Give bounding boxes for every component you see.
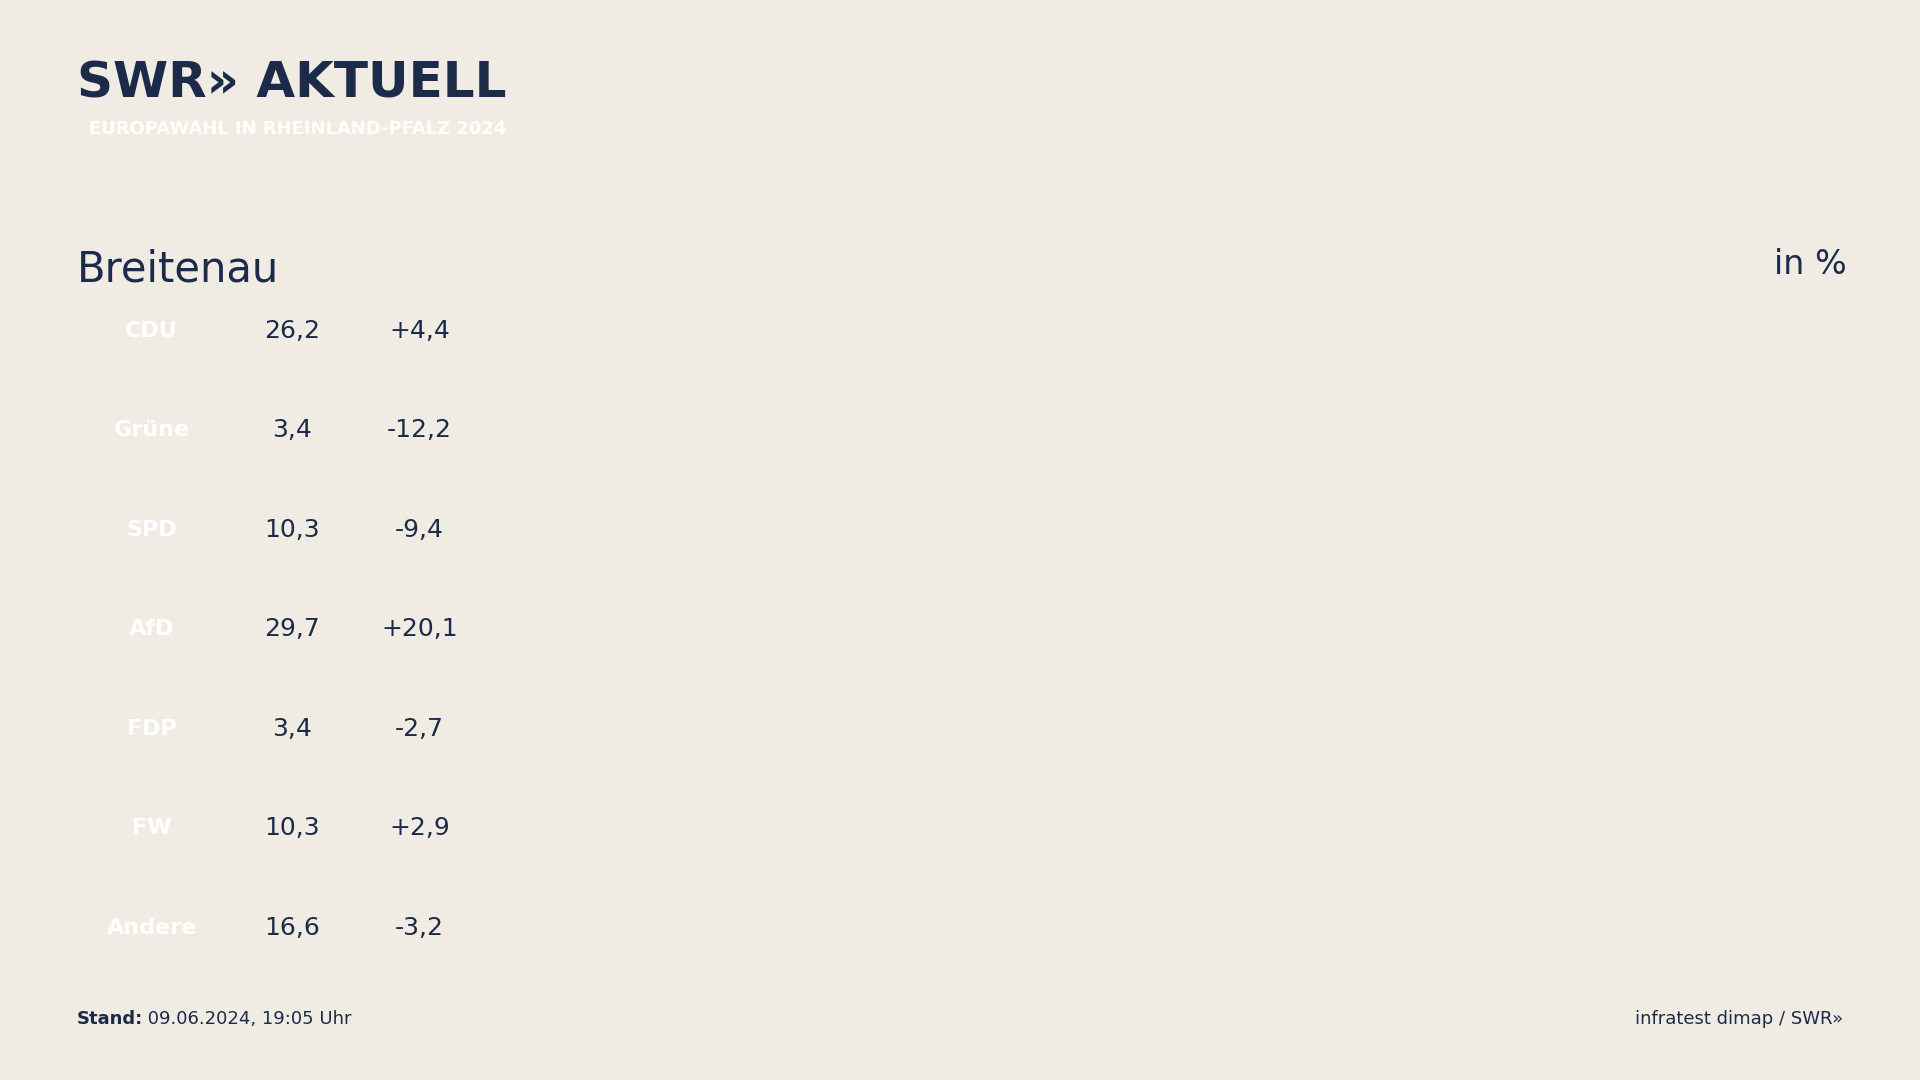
Text: AfD: AfD [129, 619, 175, 639]
Text: 29,7: 29,7 [263, 617, 321, 642]
Text: 3,4: 3,4 [273, 717, 311, 741]
Text: SPD: SPD [127, 519, 177, 540]
Text: -12,2: -12,2 [388, 418, 451, 442]
Text: Andere: Andere [106, 918, 198, 937]
Text: +20,1: +20,1 [382, 617, 457, 642]
Text: FW: FW [132, 819, 171, 838]
Text: 26,2: 26,2 [263, 319, 321, 342]
Text: 16,6: 16,6 [263, 916, 321, 940]
Text: CDU: CDU [125, 321, 179, 340]
Text: infratest dimap / SWR»: infratest dimap / SWR» [1636, 1010, 1843, 1028]
Text: 10,3: 10,3 [265, 517, 319, 541]
Text: FDP: FDP [127, 718, 177, 739]
Text: in %: in % [1774, 248, 1847, 282]
Text: Grüne: Grüne [113, 420, 190, 440]
Text: EUROPAWAHL IN RHEINLAND-PFALZ 2024: EUROPAWAHL IN RHEINLAND-PFALZ 2024 [90, 120, 507, 137]
Text: +2,9: +2,9 [390, 816, 449, 840]
Text: -9,4: -9,4 [396, 517, 444, 541]
Text: SWR» AKTUELL: SWR» AKTUELL [77, 59, 507, 107]
Text: 3,4: 3,4 [273, 418, 311, 442]
Text: Breitenau: Breitenau [77, 248, 278, 291]
Text: 09.06.2024, 19:05 Uhr: 09.06.2024, 19:05 Uhr [142, 1010, 351, 1028]
Text: 10,3: 10,3 [265, 816, 319, 840]
Text: +4,4: +4,4 [390, 319, 449, 342]
Text: -2,7: -2,7 [396, 717, 444, 741]
Text: Stand:: Stand: [77, 1010, 144, 1028]
Text: -3,2: -3,2 [396, 916, 444, 940]
